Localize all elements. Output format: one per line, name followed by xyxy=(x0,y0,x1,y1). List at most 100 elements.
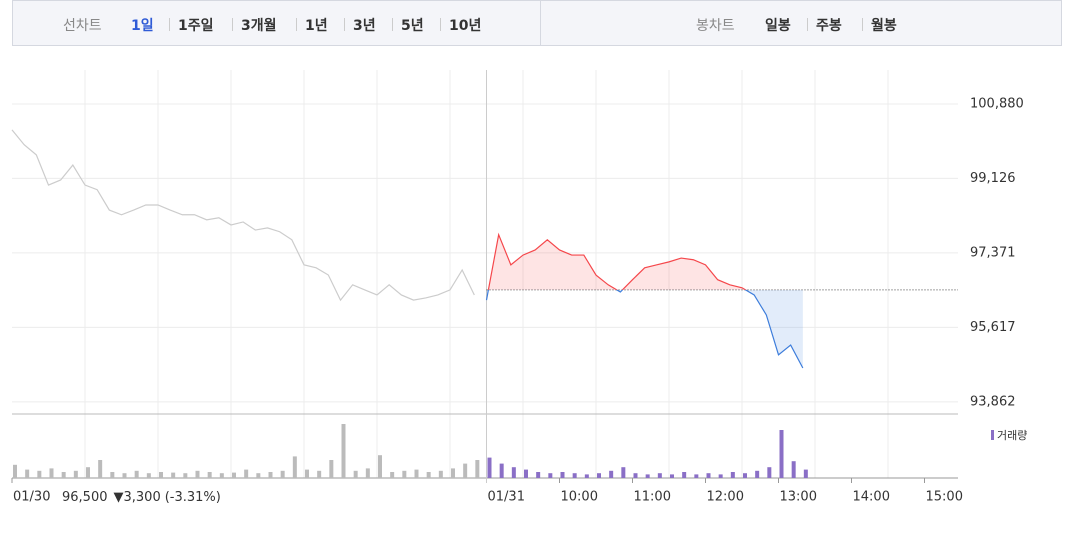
volume-bar xyxy=(378,455,382,478)
x-tick-label: 01/31 xyxy=(488,490,525,505)
volume-bar xyxy=(645,474,650,478)
price-line xyxy=(11,129,475,302)
volume-bar xyxy=(694,474,699,478)
period-option[interactable]: 1년 xyxy=(305,18,328,34)
volume-bar xyxy=(670,474,674,478)
volume-bar xyxy=(779,430,784,478)
option-separator xyxy=(807,18,808,31)
toolbar-divider xyxy=(540,1,541,45)
volume-bar xyxy=(718,474,723,478)
volume-bar xyxy=(49,468,54,478)
volume-bar xyxy=(305,469,309,478)
volume-bar xyxy=(134,470,139,478)
period-option[interactable]: 1일 xyxy=(131,18,154,34)
period-option[interactable]: 3개월 xyxy=(241,18,277,34)
volume-bar xyxy=(37,470,42,478)
volume-bar xyxy=(317,470,322,478)
volume-bar xyxy=(536,472,541,478)
volume-bar xyxy=(597,473,601,478)
x-tick-label: 12:00 xyxy=(707,490,744,505)
volume-bar xyxy=(730,472,735,478)
volume-bar xyxy=(183,473,188,478)
volume-bar xyxy=(86,467,90,478)
volume-bar xyxy=(487,457,492,478)
price-line-down xyxy=(485,289,804,369)
x-tick-label: 13:00 xyxy=(780,490,817,505)
volume-bar xyxy=(232,472,236,478)
volume-bar xyxy=(572,473,577,478)
volume-bar xyxy=(475,460,480,478)
down-area xyxy=(486,289,803,369)
volume-bar xyxy=(548,473,553,478)
volume-bar xyxy=(609,470,614,478)
volume-bar xyxy=(171,472,176,478)
line-chart-label: 선차트 xyxy=(63,18,102,34)
volume-bar xyxy=(195,470,200,478)
up-area xyxy=(488,234,746,290)
y-tick-label: 99,126 xyxy=(970,171,1016,186)
volume-bar xyxy=(463,463,468,478)
period-option[interactable]: 10년 xyxy=(449,18,482,34)
option-separator xyxy=(344,18,345,31)
x-tick-label: 01/30 xyxy=(13,490,50,505)
candle-option[interactable]: 월봉 xyxy=(871,18,897,34)
candle-option[interactable]: 일봉 xyxy=(765,18,791,34)
volume-bar xyxy=(633,473,638,478)
volume-bar xyxy=(414,469,419,478)
x-tick-label: 11:00 xyxy=(634,490,671,505)
volume-bar xyxy=(353,470,358,478)
volume-legend-label: 거래량 xyxy=(997,429,1027,442)
y-tick-label: 95,617 xyxy=(970,320,1016,335)
option-separator xyxy=(440,18,441,31)
volume-bar xyxy=(755,470,760,478)
volume-bar xyxy=(511,467,516,478)
volume-bar xyxy=(560,472,565,478)
option-separator xyxy=(296,18,297,31)
option-separator xyxy=(862,18,863,31)
volume-bar xyxy=(402,470,407,478)
volume-bar xyxy=(584,474,589,478)
volume-bar xyxy=(146,473,151,478)
volume-bar xyxy=(110,472,115,478)
price-line-up xyxy=(487,232,747,290)
volume-bar xyxy=(451,468,455,478)
volume-bar xyxy=(207,472,212,478)
volume-bar xyxy=(256,473,261,478)
period-option[interactable]: 1주일 xyxy=(178,18,214,34)
volume-bar xyxy=(524,469,528,478)
volume-bar xyxy=(61,472,66,478)
period-option[interactable]: 3년 xyxy=(353,18,376,34)
volume-bar xyxy=(219,473,224,478)
volume-bar xyxy=(791,461,796,478)
volume-bar xyxy=(706,473,711,478)
y-tick-label: 93,862 xyxy=(970,394,1016,409)
volume-bar xyxy=(244,469,249,478)
volume-bar xyxy=(390,472,395,478)
summary-part: ▼3,300 xyxy=(114,490,161,505)
y-tick-label: 100,880 xyxy=(970,96,1024,111)
y-tick-label: 97,371 xyxy=(970,245,1016,260)
day-summary: 96,500 ▼3,300 (-3.31%) xyxy=(62,490,221,505)
x-tick-label: 10:00 xyxy=(561,490,598,505)
volume-bar xyxy=(159,472,163,478)
candle-chart-label: 봉차트 xyxy=(696,18,735,34)
period-option[interactable]: 5년 xyxy=(401,18,424,34)
volume-bar xyxy=(767,467,772,478)
summary-part: (-3.31%) xyxy=(165,490,221,505)
candle-option[interactable]: 주봉 xyxy=(816,18,842,34)
volume-bar xyxy=(438,470,443,478)
toolbar: 선차트 봉차트 1일 1주일 3개월 1년 3년 5년 10년 일봉 주봉 월봉 xyxy=(12,0,1062,46)
volume-bar xyxy=(280,470,285,478)
volume-bar xyxy=(621,467,626,478)
volume-bar xyxy=(426,472,431,478)
volume-bar xyxy=(499,463,504,478)
option-separator xyxy=(169,18,170,31)
volume-bar xyxy=(122,473,127,478)
volume-bar xyxy=(341,424,346,478)
volume-bar xyxy=(73,470,78,478)
volume-legend-swatch xyxy=(991,430,994,440)
volume-bar xyxy=(25,469,30,478)
volume-bar xyxy=(98,460,103,478)
